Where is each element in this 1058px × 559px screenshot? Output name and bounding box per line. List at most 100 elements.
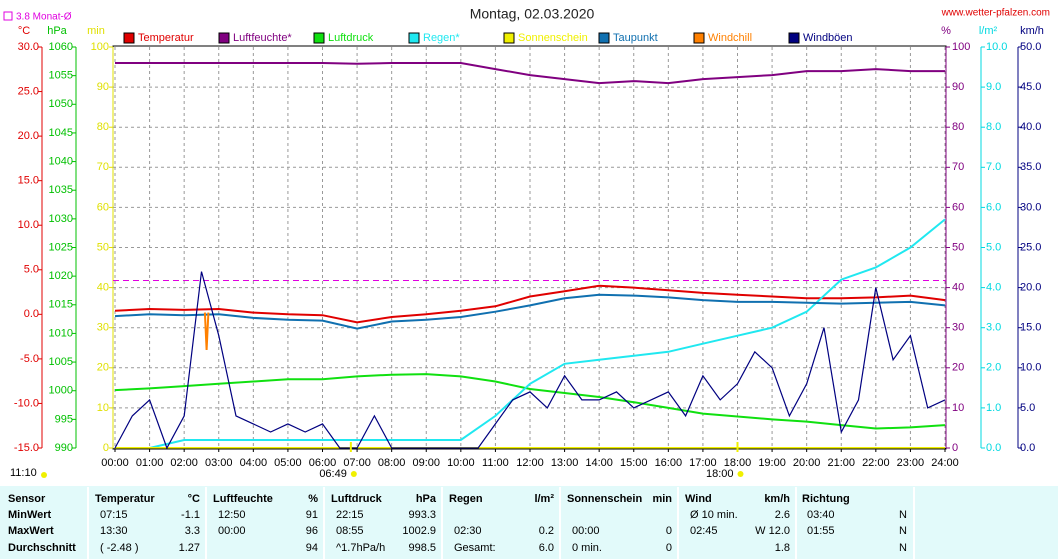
y-tick-label: 1005 bbox=[49, 356, 73, 368]
axis-unit: min bbox=[87, 25, 105, 37]
y-tick-label: 1040 bbox=[49, 155, 73, 167]
reference-label: 3.8 Monat-Ø bbox=[16, 12, 72, 23]
x-tick-label: 09:00 bbox=[412, 457, 440, 469]
table-cell-value: N bbox=[899, 525, 907, 537]
x-tick-label: 07:00 bbox=[343, 457, 371, 469]
y-tick-label: 80 bbox=[97, 121, 109, 133]
table-header: Richtung bbox=[802, 493, 850, 505]
y-tick-label: 15.0 bbox=[1020, 322, 1041, 334]
y-tick-label: 70 bbox=[97, 161, 109, 173]
legend-label: Windböen bbox=[803, 32, 853, 44]
legend-swatch bbox=[788, 32, 800, 44]
y-tick-label: 45.0 bbox=[1020, 81, 1041, 93]
y-tick-label: 1055 bbox=[49, 70, 73, 82]
table-cell-value: 2.6 bbox=[775, 509, 790, 521]
x-tick-label: 19:00 bbox=[758, 457, 786, 469]
x-tick-label: 08:00 bbox=[378, 457, 406, 469]
x-tick-label: 05:00 bbox=[274, 457, 302, 469]
sun-label: 06:49 bbox=[319, 468, 347, 480]
y-tick-label: 40 bbox=[97, 282, 109, 294]
table-background bbox=[0, 486, 1058, 559]
y-tick-label: 10.0 bbox=[986, 41, 1007, 53]
x-tick-label: 01:00 bbox=[136, 457, 164, 469]
table-cell-time: 00:00 bbox=[218, 525, 246, 537]
y-tick-label: 7.0 bbox=[986, 161, 1001, 173]
table-header-unit: hPa bbox=[416, 493, 437, 505]
sun-icon bbox=[41, 472, 47, 478]
y-tick-label: 30 bbox=[97, 322, 109, 334]
y-tick-label: 5.0 bbox=[24, 264, 39, 276]
y-tick-label: 30 bbox=[952, 322, 964, 334]
table-cell-time: ^1.7hPa/h bbox=[336, 542, 385, 554]
legend-swatch bbox=[218, 32, 230, 44]
y-tick-label: 4.0 bbox=[986, 282, 1001, 294]
y-tick-label: 6.0 bbox=[986, 201, 1001, 213]
table-cell-time: 00:00 bbox=[572, 525, 600, 537]
table-cell-value: 91 bbox=[306, 509, 318, 521]
legend-label: Temperatur bbox=[138, 32, 194, 44]
x-tick-label: 02:00 bbox=[170, 457, 198, 469]
table-cell-time: 03:40 bbox=[807, 509, 835, 521]
axis-unit: hPa bbox=[47, 25, 67, 37]
y-tick-label: 1010 bbox=[49, 327, 73, 339]
sun-icon bbox=[350, 471, 357, 477]
table-header: Regen bbox=[449, 493, 483, 505]
y-tick-label: 35.0 bbox=[1020, 161, 1041, 173]
table-header: Wind bbox=[685, 493, 712, 505]
legend-swatch bbox=[408, 32, 420, 44]
y-tick-label: 25.0 bbox=[18, 85, 39, 97]
table-row-label: MinWert bbox=[8, 509, 52, 521]
axis-unit: km/h bbox=[1020, 25, 1044, 37]
y-tick-label: 25.0 bbox=[1020, 241, 1041, 253]
y-tick-label: 1020 bbox=[49, 270, 73, 282]
legend-label: Regen* bbox=[423, 32, 460, 44]
x-tick-label: 16:00 bbox=[655, 457, 683, 469]
x-tick-label: 10:00 bbox=[447, 457, 475, 469]
table-cell-value: 1.8 bbox=[775, 542, 790, 554]
table-header: Temperatur bbox=[95, 493, 155, 505]
y-tick-label: 1045 bbox=[49, 127, 73, 139]
legend-swatch bbox=[598, 32, 610, 44]
table-cell-time: Ø 10 min. bbox=[690, 509, 738, 521]
y-tick-label: 0 bbox=[103, 442, 109, 454]
x-tick-label: 17:00 bbox=[689, 457, 717, 469]
sunshine-total: 11:10 bbox=[10, 467, 37, 479]
x-tick-label: 21:00 bbox=[827, 457, 855, 469]
y-tick-label: 995 bbox=[55, 413, 73, 425]
table-cell-value: N bbox=[899, 509, 907, 521]
y-tick-label: 9.0 bbox=[986, 81, 1001, 93]
table-header: Luftdruck bbox=[331, 493, 383, 505]
x-tick-label: 15:00 bbox=[620, 457, 648, 469]
x-tick-label: 00:00 bbox=[101, 457, 129, 469]
sun-icon bbox=[737, 471, 744, 477]
legend-swatch bbox=[693, 32, 705, 44]
y-tick-label: 60 bbox=[952, 201, 964, 213]
series-line bbox=[203, 312, 210, 351]
y-tick-label: 5.0 bbox=[1020, 402, 1035, 414]
axis-unit: l/m² bbox=[979, 25, 998, 37]
table-cell-time: 02:45 bbox=[690, 525, 718, 537]
table-header-unit: km/h bbox=[764, 493, 790, 505]
table-cell-time: Gesamt: bbox=[454, 542, 496, 554]
x-tick-label: 18:00 bbox=[724, 457, 752, 469]
table-header-unit: min bbox=[652, 493, 672, 505]
table-cell-value: 1002.9 bbox=[402, 525, 436, 537]
x-tick-label: 14:00 bbox=[585, 457, 613, 469]
table-cell-value: 993.3 bbox=[408, 509, 436, 521]
y-tick-label: 3.0 bbox=[986, 322, 1001, 334]
table-cell-value: 0.2 bbox=[539, 525, 554, 537]
reference-icon bbox=[3, 11, 13, 21]
table-cell-time: 08:55 bbox=[336, 525, 364, 537]
table-header-unit: °C bbox=[188, 493, 200, 505]
series-line bbox=[115, 218, 946, 449]
y-tick-label: 5.0 bbox=[986, 241, 1001, 253]
legend-swatch bbox=[123, 32, 135, 44]
y-tick-label: 70 bbox=[952, 161, 964, 173]
y-tick-label: 50.0 bbox=[1020, 41, 1041, 53]
y-tick-label: 1035 bbox=[49, 184, 73, 196]
y-tick-label: 0.0 bbox=[986, 442, 1001, 454]
y-tick-label: 40 bbox=[952, 282, 964, 294]
table-cell-time: ( -2.48 ) bbox=[100, 542, 139, 554]
y-tick-label: 50 bbox=[952, 241, 964, 253]
table-cell-value: 94 bbox=[306, 542, 318, 554]
